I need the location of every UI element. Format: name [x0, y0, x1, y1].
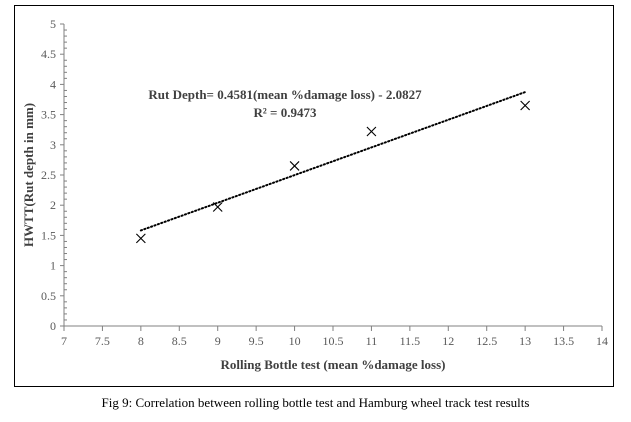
y-tick-label: 2.5: [41, 168, 56, 182]
x-tick-label: 9: [215, 334, 221, 348]
y-tick-label: 3.5: [41, 108, 56, 122]
x-tick-label: 7: [61, 334, 67, 348]
data-point: [212, 202, 223, 212]
y-tick-label: 1: [50, 259, 56, 273]
x-tick-label: 7.5: [95, 334, 110, 348]
trendline-layer: [139, 91, 527, 232]
x-tick-label: 12: [442, 334, 454, 348]
y-tick-label: 0.5: [41, 289, 56, 303]
y-tick-label: 5: [50, 17, 56, 31]
y-tick-label: 3: [50, 138, 56, 152]
x-tick-label: 8.5: [172, 334, 187, 348]
y-tick-label: 4: [50, 77, 56, 91]
data-point: [520, 100, 531, 111]
data-points: [135, 100, 531, 244]
r-squared-label: R² = 0.9473: [254, 105, 317, 120]
x-tick-label: 9.5: [249, 334, 264, 348]
y-tick-label: 2: [50, 198, 56, 212]
y-tick-label: 4.5: [41, 47, 56, 61]
data-point: [135, 233, 146, 244]
x-tick-label: 10.5: [323, 334, 344, 348]
x-tick-label: 8: [138, 334, 144, 348]
axes: 00.511.522.533.544.557 7.5 8 8.5 9 9.5 10 10.5 1…: [41, 17, 608, 348]
x-tick-label: 14: [596, 334, 608, 348]
y-axis-title: HWTT(Rut depth in mm): [21, 103, 36, 247]
y-tick-label: 0: [50, 319, 56, 333]
x-tick-label: 11: [366, 334, 378, 348]
x-axis-title: Rolling Bottle test (mean %damage loss): [221, 357, 446, 372]
x-tick-label: 12.5: [476, 334, 497, 348]
data-point: [289, 161, 300, 171]
trendline: [139, 91, 527, 232]
x-tick-label: 13.5: [553, 334, 574, 348]
y-tick-label: 1.5: [41, 228, 56, 242]
figure-frame: [14, 5, 614, 387]
data-point: [366, 126, 377, 137]
x-tick-label: 13: [519, 334, 531, 348]
x-tick-label: 11.5: [400, 334, 421, 348]
scatter-chart: 00.511.522.533.544.557 7.5 8 8.5 9 9.5 10 10.5 1…: [21, 17, 608, 372]
trendline-equation: Rut Depth= 0.4581(mean %damage loss) - 2…: [148, 87, 422, 102]
x-tick-label: 10: [289, 334, 301, 348]
figure-caption: Fig 9: Correlation between rolling bottl…: [101, 395, 530, 410]
